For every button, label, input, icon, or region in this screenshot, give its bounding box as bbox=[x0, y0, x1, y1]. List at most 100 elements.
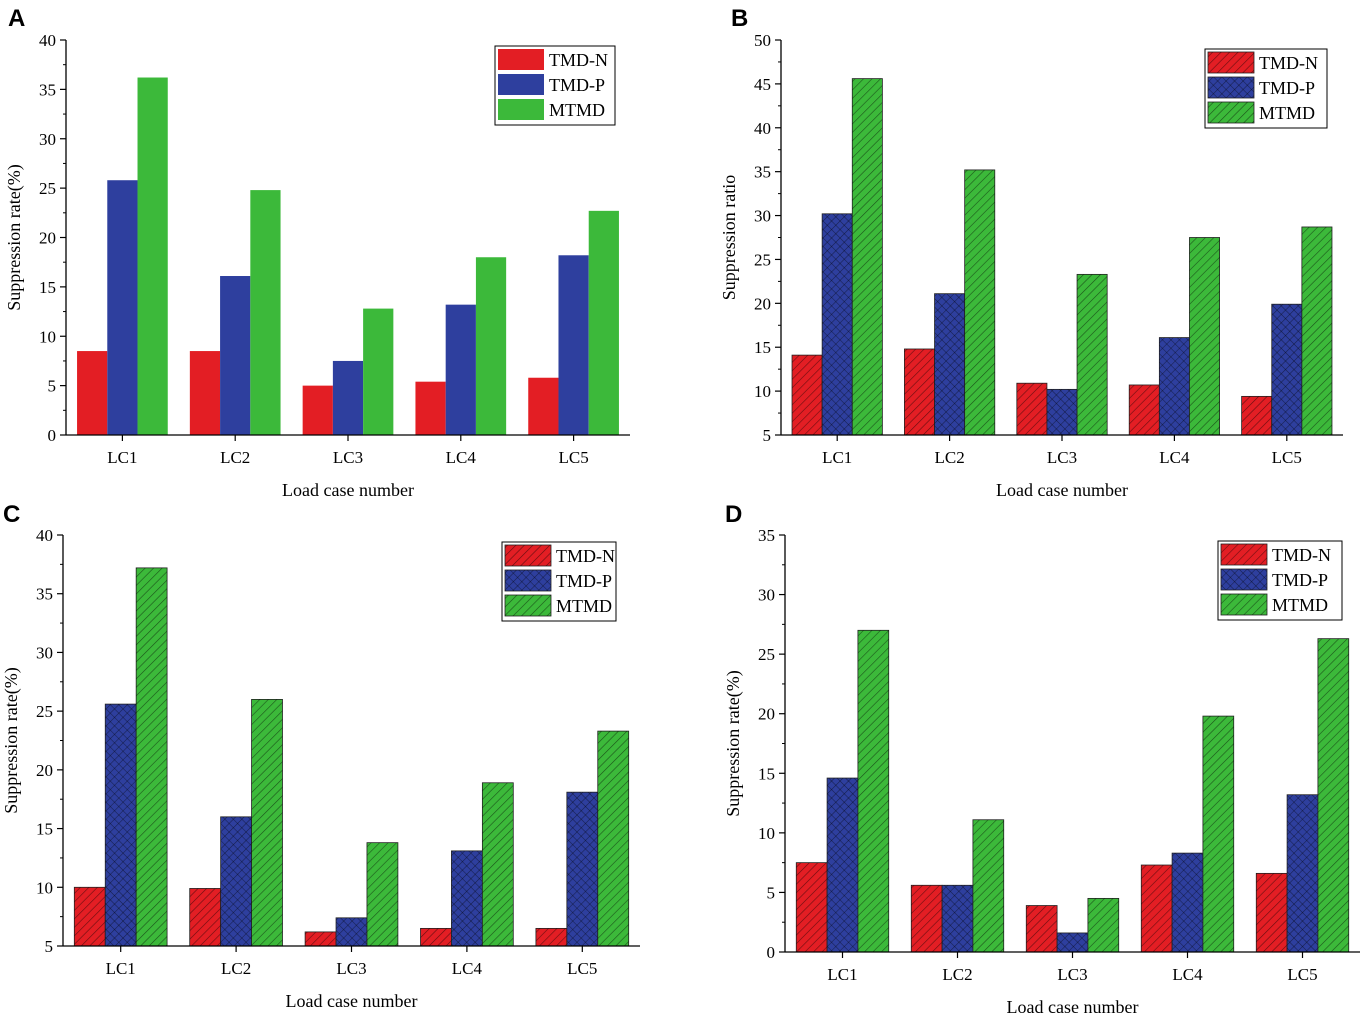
y-tick-label: 10 bbox=[754, 382, 771, 401]
panel-letter: B bbox=[731, 5, 748, 32]
bar-mtmd-lc5 bbox=[588, 210, 619, 435]
legend-label-mtmd: MTMD bbox=[556, 596, 612, 616]
bar-mtmd-lc3 bbox=[363, 308, 394, 435]
legend-label-tmd-n: TMD-N bbox=[1272, 545, 1331, 565]
bar-hatch-tmd-n-lc2 bbox=[911, 885, 943, 952]
y-tick-label: 40 bbox=[754, 119, 771, 138]
bar-hatch-tmd-n-lc3 bbox=[1026, 905, 1058, 952]
x-axis-title: Load case number bbox=[286, 991, 418, 1011]
y-tick-label: 10 bbox=[39, 327, 56, 346]
y-tick-label: 10 bbox=[36, 878, 53, 897]
bar-hatch-tmd-p-lc2 bbox=[934, 293, 965, 435]
x-axis-title: Load case number bbox=[1007, 997, 1139, 1015]
x-tick-label: LC3 bbox=[1047, 448, 1077, 467]
y-tick-label: 35 bbox=[39, 80, 56, 99]
y-tick-label: 10 bbox=[758, 824, 775, 843]
bar-tmd-p-lc2 bbox=[220, 276, 251, 435]
bar-hatch-tmd-p-lc3 bbox=[1057, 932, 1088, 952]
bar-hatch-tmd-n-lc5 bbox=[535, 928, 567, 946]
legend-swatch-hatch bbox=[1221, 544, 1267, 565]
bar-hatch-mtmd-lc3 bbox=[1087, 898, 1119, 952]
y-tick-label: 40 bbox=[36, 526, 53, 545]
y-axis-title: Suppression rate(%) bbox=[1, 667, 22, 813]
bar-hatch-mtmd-lc5 bbox=[1301, 226, 1332, 435]
bar-hatch-tmd-p-lc1 bbox=[827, 778, 858, 952]
bar-tmd-p-lc4 bbox=[445, 304, 476, 435]
bar-hatch-mtmd-lc5 bbox=[1317, 638, 1349, 952]
bar-hatch-tmd-p-lc3 bbox=[1046, 389, 1078, 435]
y-tick-label: 20 bbox=[754, 294, 771, 313]
bar-hatch-tmd-p-lc1 bbox=[105, 704, 137, 946]
x-tick-label: LC4 bbox=[1172, 965, 1203, 984]
legend-swatch-hatch bbox=[505, 545, 551, 566]
y-tick-label: 20 bbox=[758, 705, 775, 724]
y-tick-label: 25 bbox=[36, 702, 53, 721]
bar-tmd-n-lc2 bbox=[189, 351, 221, 435]
legend-swatch-hatch bbox=[505, 595, 551, 616]
y-axis-title: Suppression rate(%) bbox=[4, 164, 25, 310]
bar-hatch-mtmd-lc1 bbox=[852, 78, 883, 436]
y-tick-label: 5 bbox=[767, 883, 776, 902]
x-tick-label: LC1 bbox=[822, 448, 852, 467]
legend-swatch-hatch bbox=[1208, 52, 1254, 73]
bar-hatch-tmd-p-lc1 bbox=[822, 213, 853, 435]
bar-hatch-mtmd-lc3 bbox=[1077, 274, 1108, 435]
bar-hatch-tmd-n-lc2 bbox=[189, 888, 221, 946]
y-tick-label: 30 bbox=[754, 207, 771, 226]
legend-label-mtmd: MTMD bbox=[1272, 595, 1328, 615]
x-axis-title: Load case number bbox=[996, 480, 1128, 500]
bar-hatch-mtmd-lc2 bbox=[251, 699, 283, 946]
panel-A: A LC1 LC2 LC3 LC4 LC5 0 5 10 15 20 25 30 35 40 Load cas… bbox=[4, 5, 630, 500]
x-tick-label: LC5 bbox=[567, 959, 597, 978]
y-tick-label: 25 bbox=[754, 250, 771, 269]
legend-label-mtmd: MTMD bbox=[549, 100, 605, 120]
bar-hatch-mtmd-lc4 bbox=[482, 782, 514, 946]
panel-letter: C bbox=[3, 501, 20, 528]
y-tick-label: 30 bbox=[39, 130, 56, 149]
x-tick-label: LC4 bbox=[446, 448, 477, 467]
bar-mtmd-lc1 bbox=[137, 77, 168, 436]
bar-hatch-tmd-p-lc4 bbox=[451, 850, 483, 946]
y-tick-label: 35 bbox=[754, 163, 771, 182]
legend-swatch-hatch bbox=[1208, 102, 1254, 123]
bar-hatch-tmd-n-lc3 bbox=[305, 931, 337, 946]
bar-hatch-mtmd-lc4 bbox=[1189, 237, 1220, 435]
bar-hatch-tmd-n-lc4 bbox=[1129, 384, 1160, 435]
x-tick-label: LC2 bbox=[220, 448, 250, 467]
bar-tmd-n-lc4 bbox=[415, 381, 446, 435]
x-tick-label: LC3 bbox=[1057, 965, 1087, 984]
y-tick-label: 40 bbox=[39, 31, 56, 50]
legend-label-tmd-n: TMD-N bbox=[549, 50, 608, 70]
legend-swatch-mtmd bbox=[498, 99, 544, 120]
y-tick-label: 50 bbox=[754, 31, 771, 50]
bar-hatch-tmd-n-lc5 bbox=[1241, 396, 1272, 435]
bar-hatch-tmd-n-lc4 bbox=[1141, 865, 1173, 952]
y-tick-label: 45 bbox=[754, 75, 771, 94]
bar-hatch-tmd-p-lc4 bbox=[1159, 337, 1190, 435]
bar-hatch-mtmd-lc4 bbox=[1202, 716, 1234, 952]
x-tick-label: LC2 bbox=[221, 959, 251, 978]
y-tick-label: 15 bbox=[36, 820, 53, 839]
bar-hatch-tmd-p-lc5 bbox=[1271, 304, 1302, 435]
bar-hatch-tmd-n-lc1 bbox=[796, 862, 828, 952]
bar-tmd-n-lc3 bbox=[302, 385, 333, 436]
y-tick-label: 0 bbox=[767, 943, 776, 962]
panel-letter: D bbox=[725, 501, 742, 528]
x-tick-label: LC2 bbox=[942, 965, 972, 984]
legend-label-tmd-p: TMD-P bbox=[1259, 78, 1315, 98]
legend-swatch-tmd-p bbox=[498, 74, 544, 95]
legend-label-tmd-p: TMD-P bbox=[549, 75, 605, 95]
bar-hatch-tmd-n-lc4 bbox=[420, 928, 452, 946]
bar-tmd-n-lc5 bbox=[528, 377, 559, 435]
bar-tmd-p-lc1 bbox=[107, 180, 138, 435]
bar-hatch-mtmd-lc2 bbox=[972, 819, 1004, 952]
bar-mtmd-lc2 bbox=[250, 190, 281, 435]
bar-hatch-mtmd-lc2 bbox=[964, 169, 995, 435]
bar-hatch-tmd-p-lc3 bbox=[336, 917, 367, 946]
y-tick-label: 5 bbox=[45, 937, 54, 956]
x-tick-label: LC4 bbox=[1159, 448, 1190, 467]
legend-label-tmd-p: TMD-P bbox=[556, 571, 612, 591]
bar-tmd-p-lc5 bbox=[558, 255, 589, 435]
bar-hatch-tmd-n-lc1 bbox=[792, 355, 823, 435]
